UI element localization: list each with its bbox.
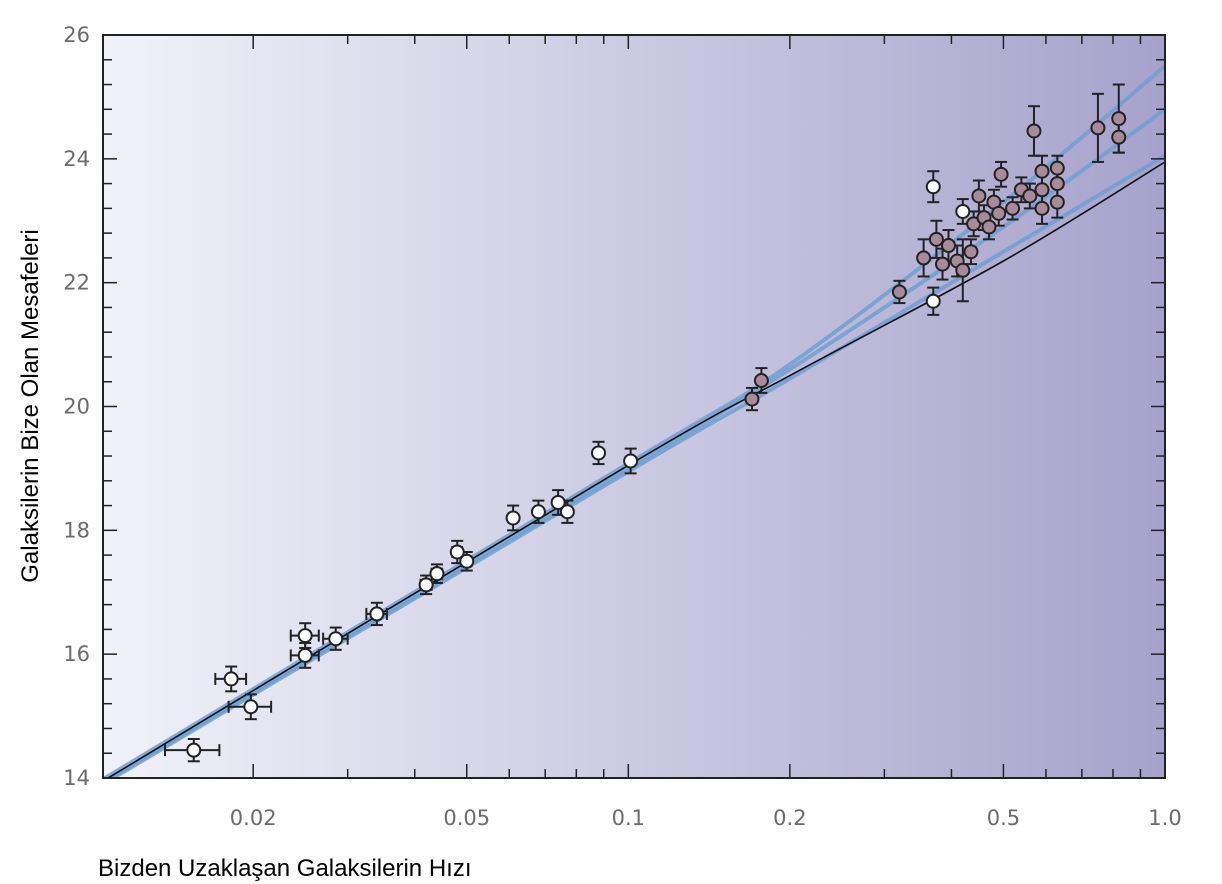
x-tick-labels: 0.02 0.05 0.1 0.2 0.5 1.0 [230,806,1182,830]
data-point-filled [981,219,997,235]
data-point-filled [1034,163,1050,179]
y-tick-label: 14 [63,766,90,790]
plot-background [103,35,1165,778]
data-point-open [623,453,639,469]
data-point-filled [991,205,1007,221]
data-point-filled [916,250,932,266]
data-point-open [505,510,521,526]
data-point-open [530,504,546,520]
data-point-filled [935,256,951,272]
data-point-filled [1034,200,1050,216]
data-point-filled [1049,176,1065,192]
data-point-open [925,179,941,195]
data-point-filled [971,188,987,204]
x-tick-label: 0.05 [443,806,490,830]
y-tick-label: 22 [63,271,90,295]
data-point-open [369,606,385,622]
data-point-filled [940,238,956,254]
data-points [186,111,1127,758]
data-point-filled [1034,182,1050,198]
data-point-open [559,504,575,520]
data-point-open [591,445,607,461]
x-ticks [252,35,1142,778]
y-ticks [103,34,1165,779]
y-tick-labels: 14 16 18 20 22 24 26 [63,23,90,790]
data-point-filled [1022,188,1038,204]
x-tick-label: 0.2 [773,806,806,830]
y-tick-label: 26 [63,23,90,47]
y-tick-label: 16 [63,642,90,666]
data-point-open [328,631,344,647]
data-point-filled [1111,111,1127,127]
data-point-filled [1090,120,1106,136]
data-point-filled [753,372,769,388]
data-point-filled [1005,200,1021,216]
data-point-open [925,293,941,309]
data-point-filled [1049,194,1065,210]
data-point-filled [1026,123,1042,139]
data-point-open [418,577,434,593]
data-point-open [550,494,566,510]
data-point-filled [955,262,971,278]
y-tick-label: 24 [63,147,90,171]
x-tick-label: 1.0 [1148,806,1181,830]
data-point-filled [928,231,944,247]
data-point-open [459,553,475,569]
x-tick-label: 0.02 [230,806,277,830]
y-tick-label: 18 [63,518,90,542]
data-point-open [449,544,465,560]
data-point-open [429,566,445,582]
y-tick-label: 20 [63,395,90,419]
data-point-open [297,628,313,644]
data-point-filled [744,391,760,407]
data-point-filled [1049,160,1065,176]
data-point-open [297,647,313,663]
x-tick-label: 0.5 [987,806,1020,830]
data-point-filled [1111,129,1127,145]
data-point-filled [891,284,907,300]
x-axis-title: Bizden Uzaklaşan Galaksilerin Hızı [98,855,472,882]
data-point-open [243,699,259,715]
x-tick-label: 0.1 [612,806,645,830]
data-point-open [955,203,971,219]
data-point-filled [963,244,979,260]
data-point-open [186,742,202,758]
data-point-filled [993,166,1009,182]
y-axis-title: Galaksilerin Bize Olan Mesafeleri [17,229,44,582]
data-point-open [223,671,239,687]
